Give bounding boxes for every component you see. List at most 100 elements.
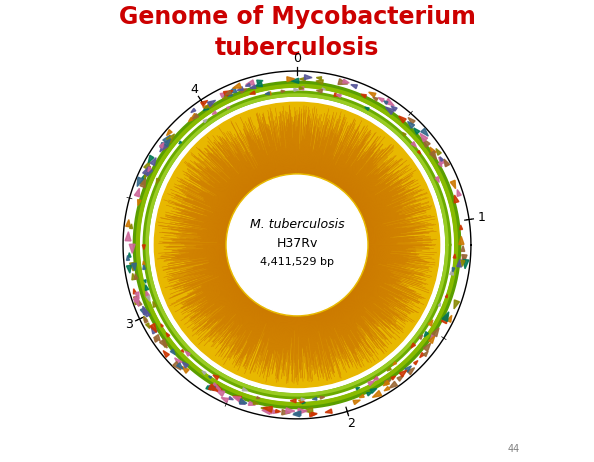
Polygon shape (208, 384, 218, 391)
Polygon shape (150, 323, 156, 332)
Polygon shape (298, 399, 302, 402)
Polygon shape (447, 315, 452, 322)
Polygon shape (452, 267, 455, 272)
Polygon shape (257, 80, 263, 84)
Polygon shape (212, 111, 217, 115)
Polygon shape (386, 107, 394, 115)
Polygon shape (159, 143, 164, 148)
Polygon shape (273, 410, 279, 413)
Polygon shape (463, 260, 469, 269)
Text: 3: 3 (125, 318, 132, 331)
Polygon shape (144, 280, 146, 283)
Polygon shape (146, 166, 150, 173)
Polygon shape (301, 398, 305, 401)
Polygon shape (140, 308, 146, 316)
Polygon shape (226, 91, 232, 95)
Polygon shape (246, 80, 254, 85)
Polygon shape (442, 312, 449, 322)
Polygon shape (166, 130, 172, 135)
Polygon shape (148, 155, 154, 163)
Polygon shape (223, 96, 227, 99)
Polygon shape (369, 92, 376, 97)
Polygon shape (286, 408, 295, 413)
Polygon shape (233, 396, 242, 401)
Polygon shape (170, 349, 175, 355)
Polygon shape (163, 341, 168, 347)
Polygon shape (294, 88, 299, 91)
Polygon shape (266, 91, 271, 95)
Polygon shape (172, 361, 181, 370)
Polygon shape (460, 225, 463, 230)
Polygon shape (239, 401, 245, 404)
Circle shape (154, 102, 440, 388)
Polygon shape (208, 385, 216, 391)
Polygon shape (265, 92, 270, 95)
Polygon shape (134, 296, 138, 304)
Polygon shape (454, 195, 459, 203)
Polygon shape (146, 291, 150, 297)
Polygon shape (282, 409, 290, 415)
Text: tuberculosis: tuberculosis (215, 36, 379, 60)
Polygon shape (239, 399, 247, 403)
Polygon shape (135, 296, 138, 302)
Text: M. tuberculosis: M. tuberculosis (249, 218, 345, 231)
Polygon shape (206, 386, 211, 390)
Polygon shape (181, 350, 184, 353)
Polygon shape (405, 366, 412, 372)
Polygon shape (450, 269, 453, 275)
Text: 2: 2 (347, 417, 355, 430)
Polygon shape (334, 93, 340, 96)
Polygon shape (408, 117, 415, 124)
Polygon shape (300, 400, 304, 403)
Polygon shape (250, 85, 256, 88)
Polygon shape (211, 383, 221, 390)
Polygon shape (261, 407, 267, 411)
Polygon shape (300, 78, 305, 81)
Polygon shape (325, 409, 332, 413)
Polygon shape (147, 168, 153, 176)
Polygon shape (160, 142, 165, 148)
Polygon shape (203, 104, 210, 110)
Polygon shape (439, 157, 444, 165)
Polygon shape (190, 113, 198, 120)
Polygon shape (129, 262, 135, 271)
Polygon shape (137, 177, 143, 187)
Polygon shape (422, 138, 430, 147)
Polygon shape (216, 390, 225, 396)
Polygon shape (263, 407, 273, 412)
Polygon shape (291, 78, 299, 83)
Polygon shape (138, 300, 142, 306)
Polygon shape (436, 149, 441, 155)
Polygon shape (144, 316, 147, 321)
Polygon shape (166, 333, 170, 337)
Polygon shape (264, 408, 273, 414)
Polygon shape (182, 366, 189, 373)
Polygon shape (147, 296, 150, 301)
Polygon shape (420, 353, 425, 358)
Polygon shape (429, 336, 435, 343)
Polygon shape (424, 343, 431, 352)
Polygon shape (372, 390, 382, 397)
Polygon shape (317, 90, 323, 93)
Polygon shape (359, 395, 364, 398)
Polygon shape (287, 77, 295, 82)
Polygon shape (229, 396, 233, 400)
Polygon shape (224, 91, 232, 97)
Polygon shape (311, 412, 317, 416)
Polygon shape (351, 85, 358, 89)
Polygon shape (175, 358, 182, 365)
Polygon shape (238, 400, 244, 403)
Polygon shape (135, 298, 139, 304)
Polygon shape (161, 324, 163, 327)
Polygon shape (125, 232, 131, 241)
Polygon shape (281, 90, 285, 92)
Polygon shape (140, 179, 146, 188)
Polygon shape (176, 363, 183, 369)
Polygon shape (361, 94, 366, 98)
Polygon shape (148, 167, 151, 172)
Circle shape (147, 94, 447, 395)
Polygon shape (150, 158, 156, 165)
Polygon shape (250, 91, 255, 94)
Polygon shape (383, 381, 390, 386)
Polygon shape (163, 351, 169, 358)
